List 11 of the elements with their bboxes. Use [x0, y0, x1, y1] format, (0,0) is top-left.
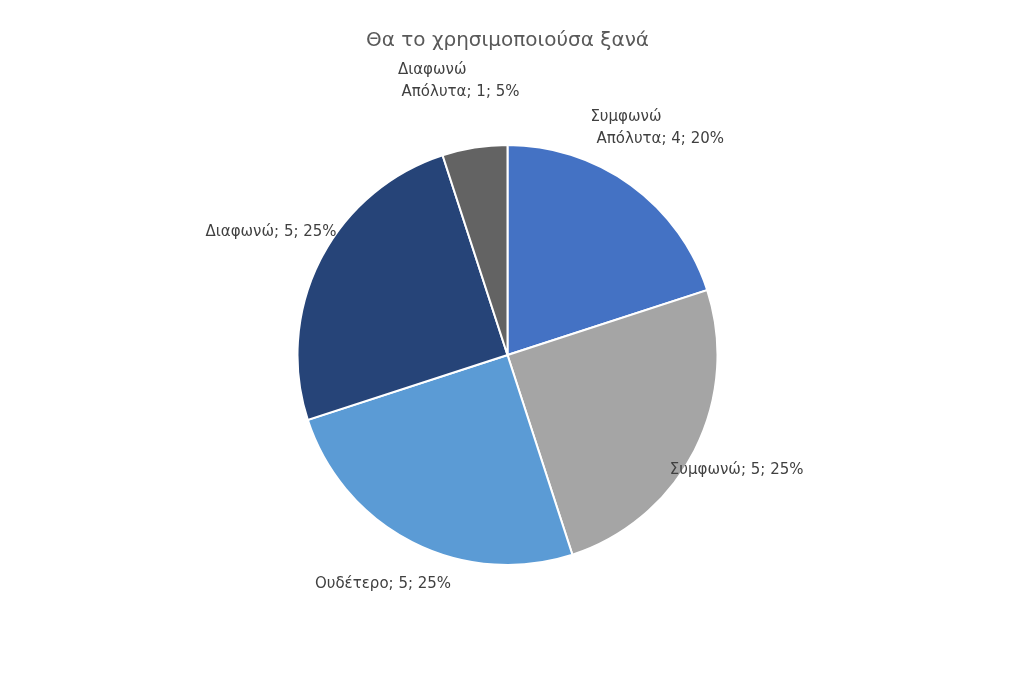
slice-label: Ουδέτερο — [314, 574, 389, 593]
category-label: Διαφωνώ Απόλυτα — [397, 60, 467, 101]
chart-title: Θα το χρησιμοποιούσα ξανά — [365, 27, 650, 51]
data-label: ; 5; 25% — [740, 459, 804, 478]
data-label: ; 1; 5% — [466, 82, 520, 101]
data-label: ; 4; 20% — [661, 129, 725, 148]
slice-label: Συμφωνώ — [669, 459, 741, 478]
category-label: Συμφωνώ Απόλυτα — [590, 107, 662, 148]
slice-label: Διαφωνώ — [205, 222, 275, 241]
data-label: ; 5; 25% — [388, 574, 452, 593]
data-label: ; 5; 25% — [274, 222, 337, 241]
